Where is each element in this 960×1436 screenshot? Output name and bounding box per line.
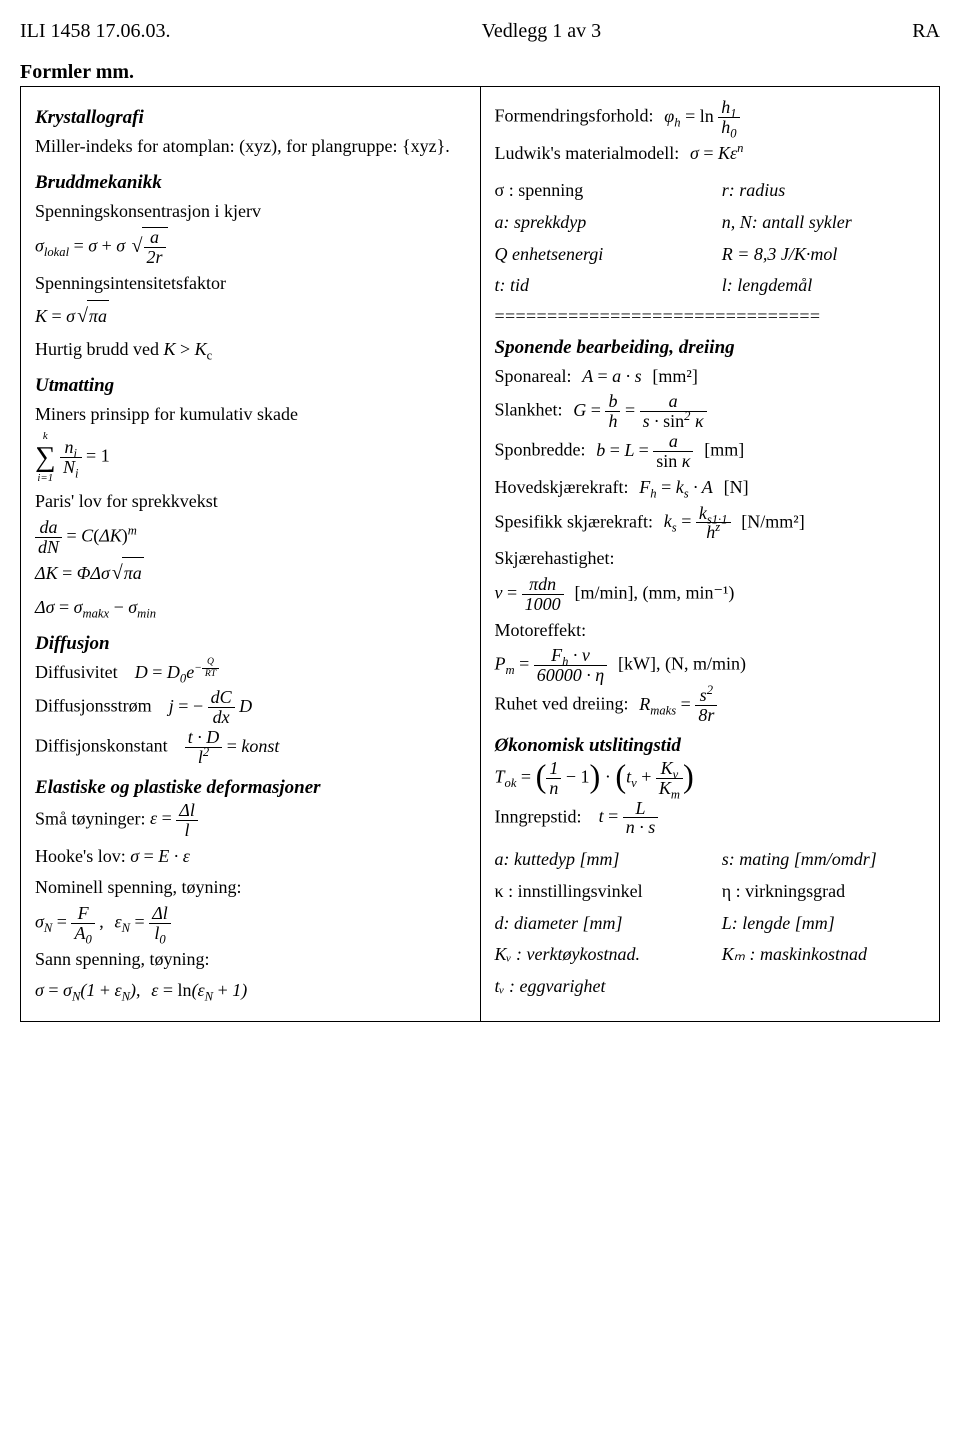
- page: ILI 1458 17.06.03. Vedlegg 1 av 3 RA For…: [0, 0, 960, 1062]
- leg-eta: η : virkningsgrad: [722, 876, 925, 907]
- eq-Pm: Pm = Fh · v60000 · η [kW], (N, m/min): [495, 646, 926, 685]
- separator: ===============================: [495, 306, 926, 327]
- label-slankhet: Slankhet:: [495, 400, 563, 420]
- eq-nominell: σN = FA0 , εN = Δll0: [35, 904, 466, 943]
- symbol-table: σ : spenning a: sprekkdyp Q enhetsenergi…: [495, 174, 926, 301]
- label-diffusivitet: Diffusivitet: [35, 662, 118, 682]
- label-hovedkraft: Hovedskjærekraft:: [495, 477, 629, 497]
- eq-deltaK: ΔK = ΦΔσπa: [35, 557, 466, 591]
- header-center: Vedlegg 1 av 3: [482, 20, 601, 43]
- tbl-Q: Q enhetsenergi: [495, 239, 698, 270]
- label-ludwik: Ludwik's materialmodell:: [495, 143, 680, 163]
- row-smaa-toyninger: Små tøyninger: ε = Δll: [35, 801, 466, 840]
- leg-L: L: lengde [mm]: [722, 908, 925, 939]
- eq-delta-sigma: Δσ = σmakx − σmin: [35, 592, 466, 623]
- row-inngrepstid: Inngrepstid: t = Ln · s: [495, 799, 926, 838]
- tbl-R: R = 8,3 J/K·mol: [722, 239, 925, 270]
- eq-K: K = σπa: [35, 300, 466, 334]
- label-smaa: Små tøyninger:: [35, 808, 146, 828]
- label-skjaerehastighet: Skjærehastighet:: [495, 543, 926, 574]
- unit-N: [N]: [724, 477, 749, 497]
- sub-c: c: [207, 349, 213, 363]
- heading-sponende: Sponende bearbeiding, dreiing: [495, 337, 926, 359]
- header-right: RA: [912, 20, 940, 43]
- row-diffkonst: Diffisjonskonstant t · Dl2 = konst: [35, 728, 466, 767]
- leg-Km: Kₘ : maskinkostnad: [722, 939, 925, 970]
- text-paris: Paris' lov for sprekkvekst: [35, 486, 466, 517]
- row-formendring: Formendringsforhold: φh = ln h1h0: [495, 98, 926, 137]
- content-box: Krystallografi Miller-indeks for atompla…: [20, 86, 940, 1022]
- row-ludwik: Ludwik's materialmodell: σ = Kεn: [495, 138, 926, 169]
- text-miners: Miners prinsipp for kumulativ skade: [35, 399, 466, 430]
- leg-tv: tᵥ : eggvarighet: [495, 971, 698, 1002]
- label-diffstrom: Diffusjonsstrøm: [35, 696, 152, 716]
- heading-elastiske: Elastiske og plastiske deformasjoner: [35, 777, 466, 799]
- header-left: ILI 1458 17.06.03.: [20, 20, 171, 43]
- heading-okonomisk: Økonomisk utslitingstid: [495, 735, 926, 757]
- eq-v: v = πdn1000 [m/min], (mm, min⁻¹): [495, 575, 926, 614]
- tbl-t: t: tid: [495, 270, 698, 301]
- page-title: Formler mm.: [20, 61, 940, 84]
- label-formendring: Formendringsforhold:: [495, 106, 654, 126]
- legend: a: kuttedyp [mm] κ : innstillingsvinkel …: [495, 843, 926, 1002]
- unit-mm2: [mm²]: [652, 366, 697, 386]
- row-diffusivitet: Diffusivitet D = D0e−QRT: [35, 657, 466, 688]
- text-spenningskonsentrasjon: Spenningskonsentrasjon i kjerv: [35, 196, 466, 227]
- eq-paris: dadN = C(ΔK)m: [35, 518, 466, 557]
- leg-kappa: κ : innstillingsvinkel: [495, 876, 698, 907]
- tbl-a: a: sprekkdyp: [495, 207, 698, 238]
- label-motoreffekt: Motoreffekt:: [495, 615, 926, 646]
- tbl-l: l: lengdemål: [722, 270, 925, 301]
- row-diffstrom: Diffusjonsstrøm j = − dCdx D: [35, 688, 466, 727]
- eq-miners-sum: k ∑ i=1 niNi = 1: [35, 430, 466, 485]
- label-ruhet: Ruhet ved dreiing:: [495, 694, 629, 714]
- leg-s: s: mating [mm/omdr]: [722, 844, 925, 875]
- tbl-r: r: radius: [722, 175, 925, 206]
- eq-sigma-lokal: σlokal = σ + σ a2r: [35, 227, 466, 267]
- leg-Kv: Kᵥ : verktøykostnad.: [495, 939, 698, 970]
- unit-mmin: [m/min], (mm, min⁻¹): [574, 582, 734, 602]
- text-hurtig-brudd: Hurtig brudd ved K > Kc: [35, 334, 466, 365]
- eq-Tok: Tok = (1n − 1) · (tv + KvKm): [495, 759, 926, 798]
- label-sponbredde: Sponbredde:: [495, 440, 586, 460]
- tbl-sigma: σ : spenning: [495, 175, 698, 206]
- left-column: Krystallografi Miller-indeks for atompla…: [21, 87, 480, 1021]
- text-sann: Sann spenning, tøyning:: [35, 944, 466, 975]
- heading-krystallografi: Krystallografi: [35, 107, 466, 129]
- right-column: Formendringsforhold: φh = ln h1h0 Ludwik…: [480, 87, 940, 1021]
- heading-diffusjon: Diffusjon: [35, 633, 466, 655]
- text-miller: Miller-indeks for atomplan: (xyz), for p…: [35, 131, 466, 162]
- tbl-nN: n, N: antall sykler: [722, 207, 925, 238]
- leg-a: a: kuttedyp [mm]: [495, 844, 698, 875]
- leg-d: d: diameter [mm]: [495, 908, 698, 939]
- label-inngrepstid: Inngrepstid:: [495, 806, 582, 826]
- heading-bruddmekanikk: Bruddmekanikk: [35, 172, 466, 194]
- row-ruhet: Ruhet ved dreiing: Rmaks = s28r: [495, 686, 926, 725]
- label-hurtig: Hurtig brudd ved: [35, 339, 163, 359]
- row-spesifikk: Spesifikk skjærekraft: ks = ks1·1hz [N/m…: [495, 504, 926, 543]
- label-sponareal: Sponareal:: [495, 366, 572, 386]
- row-hooke: Hooke's lov: σ = E · ε: [35, 841, 466, 872]
- row-hovedkraft: Hovedskjærekraft: Fh = ks · A [N]: [495, 472, 926, 503]
- row-sponareal: Sponareal: A = a · s [mm²]: [495, 361, 926, 392]
- heading-utmatting: Utmatting: [35, 375, 466, 397]
- text-nominell: Nominell spenning, tøyning:: [35, 872, 466, 903]
- unit-kw: [kW], (N, m/min): [618, 654, 746, 674]
- label-hooke: Hooke's lov:: [35, 846, 126, 866]
- label-spesifikk: Spesifikk skjærekraft:: [495, 511, 653, 531]
- label-diffkonst: Diffisjonskonstant: [35, 736, 168, 756]
- unit-nmm2: [N/mm²]: [741, 511, 804, 531]
- unit-mm: [mm]: [704, 440, 744, 460]
- text-spenningsintensitet: Spenningsintensitetsfaktor: [35, 268, 466, 299]
- eq-sann: σ = σN(1 + εN), ε = ln(εN + 1): [35, 975, 466, 1006]
- row-sponbredde: Sponbredde: b = L = asin κ [mm]: [495, 432, 926, 471]
- page-header: ILI 1458 17.06.03. Vedlegg 1 av 3 RA: [20, 20, 940, 43]
- row-slankhet: Slankhet: G = bh = as · sin2 κ: [495, 392, 926, 431]
